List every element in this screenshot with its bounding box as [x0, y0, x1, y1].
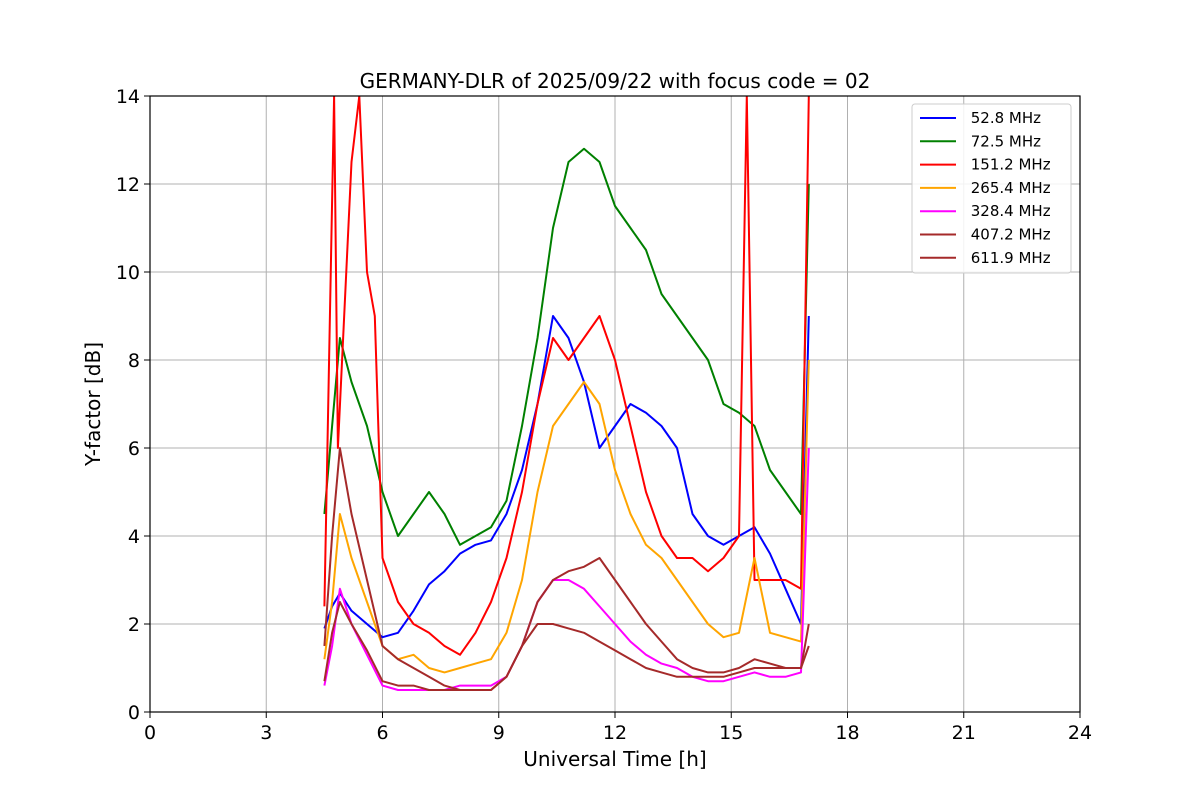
legend-entry-label: 52.8 MHz [966, 109, 1041, 127]
y-tick-label: 0 [128, 702, 140, 724]
legend-entry-label: 407.2 MHz [966, 226, 1051, 244]
legend: 52.8 MHz 72.5 MHz 151.2 MHz 265.4 MHz 32… [911, 103, 1072, 274]
series-line-1 [323, 315, 810, 639]
legend-entry-label: 328.4 MHz [966, 202, 1051, 220]
series-line-6 [323, 447, 810, 691]
x-axis-label: Universal Time [h] [523, 747, 706, 771]
legend-entry-label: 265.4 MHz [966, 179, 1051, 197]
x-tick-label: 24 [1068, 722, 1092, 744]
y-axis-label: Y-factor [dB] [81, 342, 105, 467]
series-line-2 [323, 147, 810, 546]
y-axis-ticks: 0 2 4 6 8 10 12 14 [116, 86, 150, 724]
y-tick-label: 14 [116, 86, 140, 108]
x-tick-label: 15 [719, 722, 743, 744]
x-tick-label: 12 [603, 722, 627, 744]
y-tick-label: 4 [128, 526, 140, 548]
y-tick-label: 8 [128, 350, 140, 372]
series-line-5 [323, 447, 810, 691]
chart-title: GERMANY-DLR of 2025/09/22 with focus cod… [360, 69, 871, 93]
legend-box [911, 103, 1072, 274]
legend-entry-label: 151.2 MHz [966, 156, 1051, 174]
x-tick-label: 0 [144, 722, 156, 744]
x-tick-label: 6 [376, 722, 388, 744]
x-tick-label: 18 [835, 722, 859, 744]
x-axis-ticks: 0 3 6 9 12 15 18 21 24 [144, 712, 1092, 744]
legend-entry-label: 611.9 MHz [966, 249, 1051, 267]
x-tick-label: 9 [493, 722, 505, 744]
legend-entry-label: 72.5 MHz [966, 132, 1041, 150]
series-lines [323, 96, 810, 691]
x-tick-label: 21 [952, 722, 976, 744]
y-tick-label: 12 [116, 174, 140, 196]
series-line-3 [323, 96, 810, 656]
y-tick-label: 6 [128, 438, 140, 460]
x-tick-label: 3 [260, 722, 272, 744]
y-tick-label: 10 [116, 262, 140, 284]
y-tick-label: 2 [128, 614, 140, 636]
series-line-7 [323, 601, 810, 691]
